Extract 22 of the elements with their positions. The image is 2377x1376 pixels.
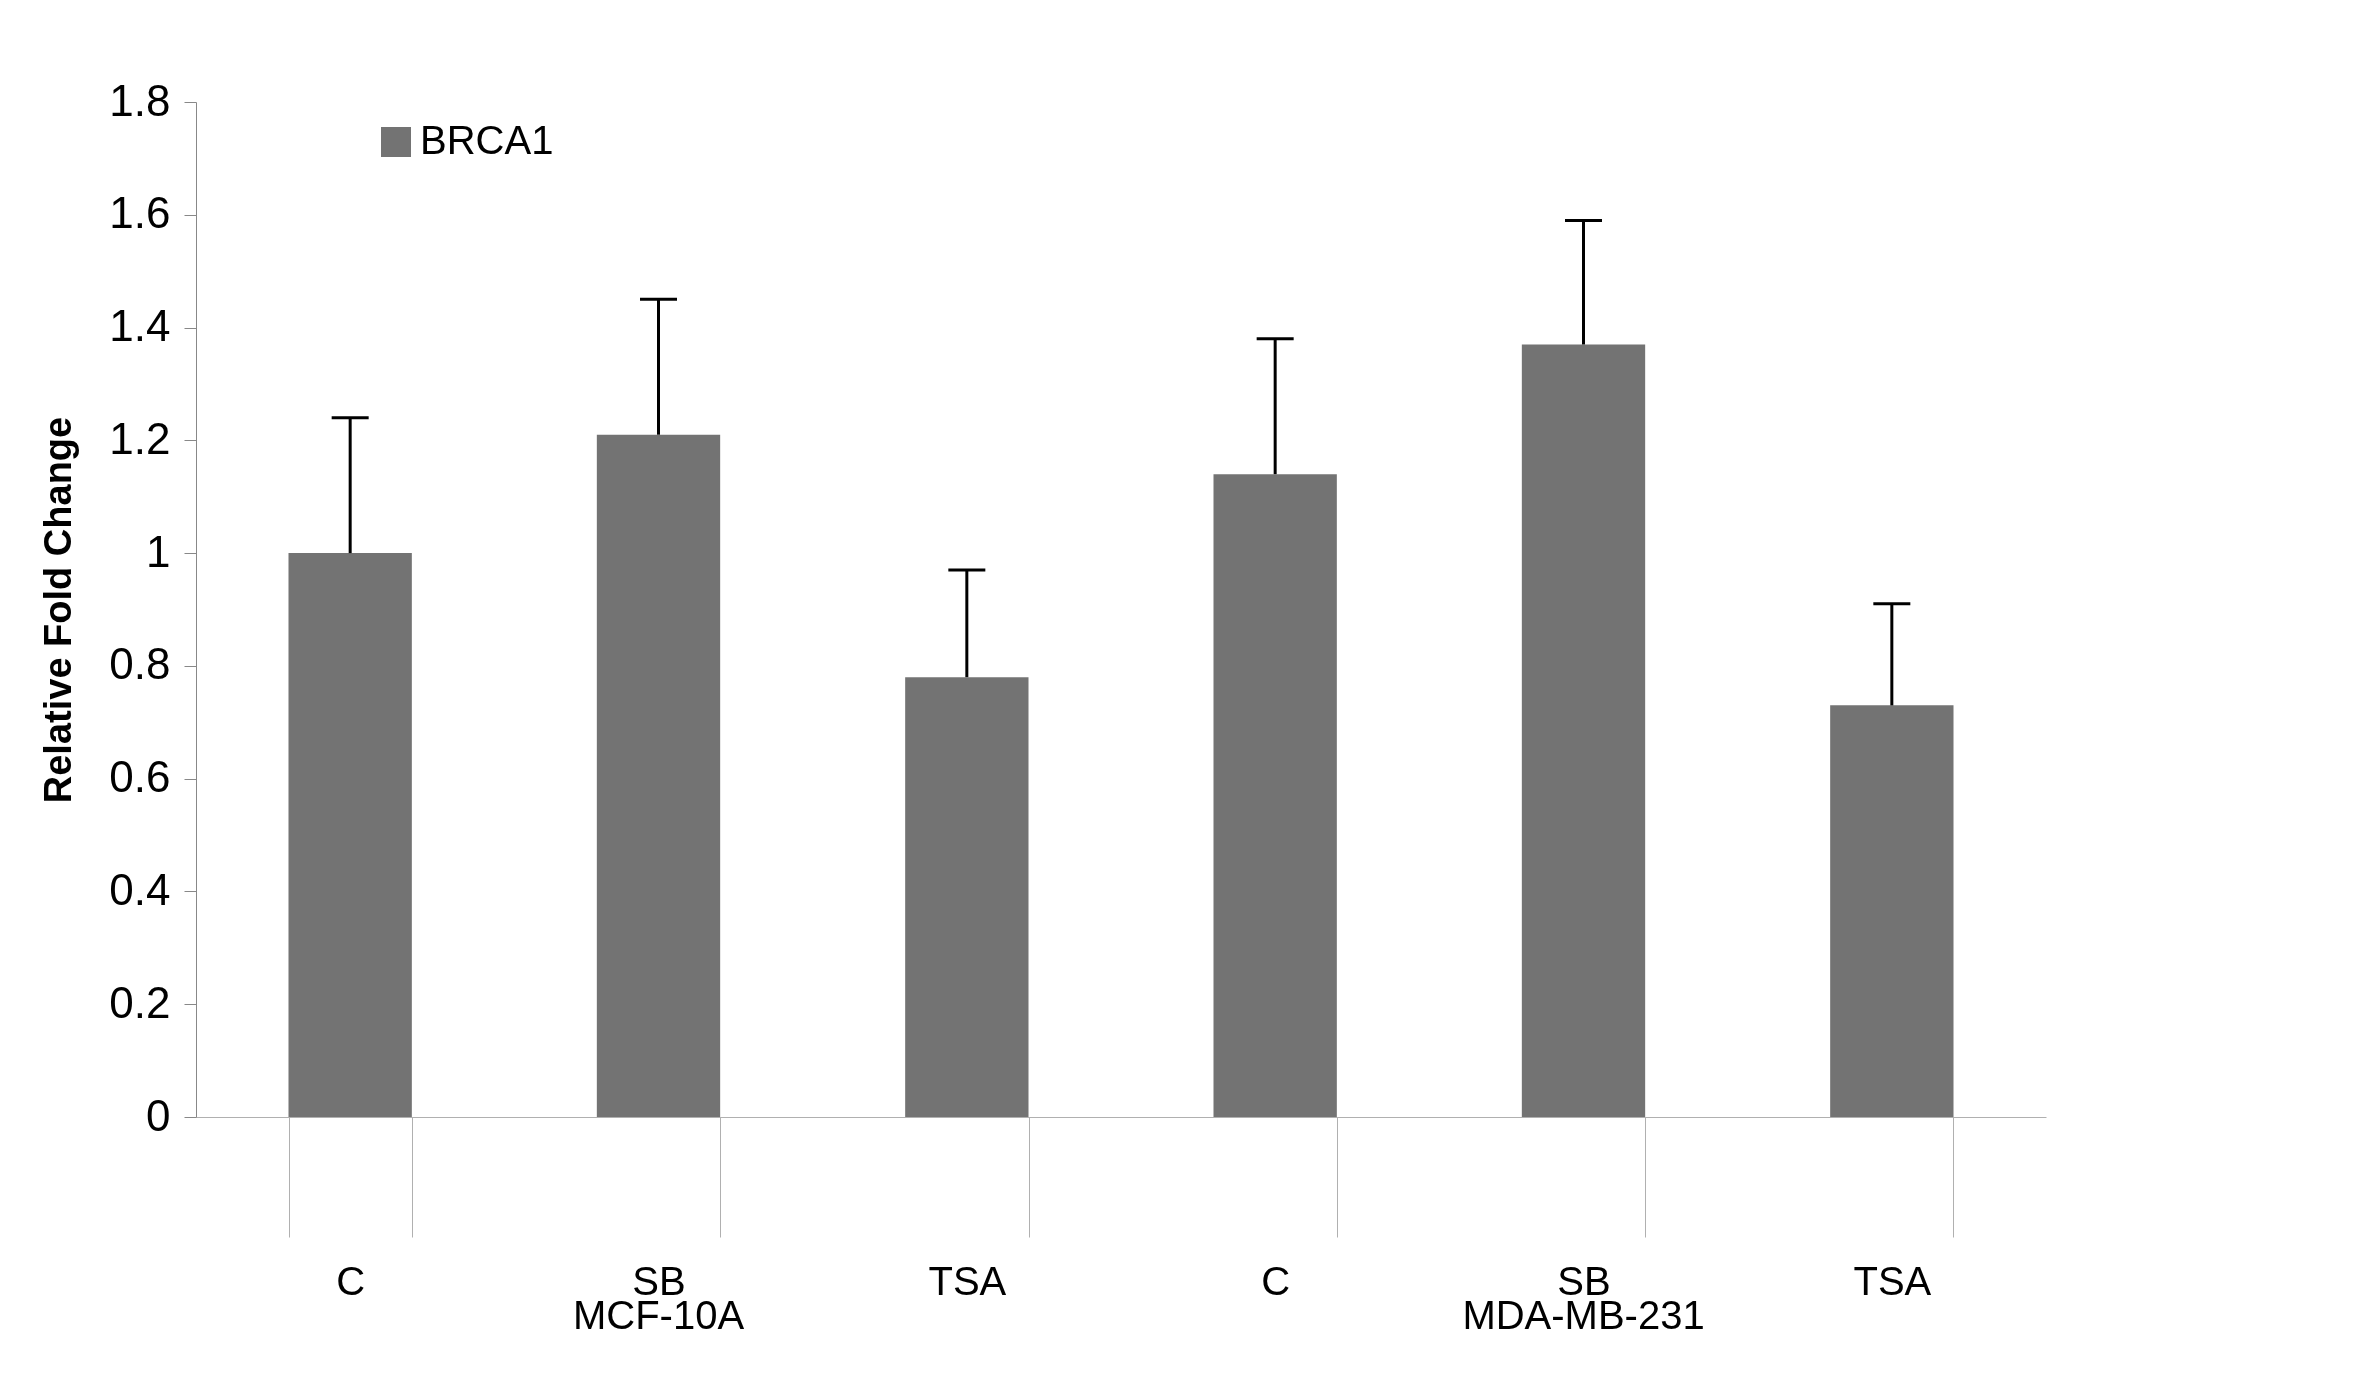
y-tick-label: 0.4 (109, 864, 171, 914)
legend-label: BRCA1 (420, 118, 554, 162)
x-tick-label: C (336, 1258, 366, 1303)
y-tick-label: 0.2 (109, 977, 171, 1027)
y-tick-label: 1.6 (109, 188, 171, 238)
x-tick-label: TSA (928, 1258, 1007, 1303)
y-tick-label: 1.8 (109, 75, 171, 125)
bar (1521, 344, 1646, 1117)
x-tick-label: C (1261, 1258, 1291, 1303)
y-tick-label: 1.4 (109, 301, 171, 351)
y-axis-title: Relative Fold Change (37, 416, 80, 804)
y-tick-label: 1 (146, 526, 171, 576)
y-tick-label: 0.6 (109, 752, 171, 802)
bar (1830, 705, 1954, 1117)
bar (596, 434, 721, 1117)
bar (905, 677, 1029, 1117)
y-tick-label: 0.8 (109, 639, 171, 689)
y-tick-label: 1.2 (109, 413, 171, 463)
x-tick-label: TSA (1853, 1258, 1932, 1303)
y-tick-label: 0 (146, 1090, 171, 1140)
bar (288, 553, 412, 1117)
bar (1213, 474, 1337, 1117)
